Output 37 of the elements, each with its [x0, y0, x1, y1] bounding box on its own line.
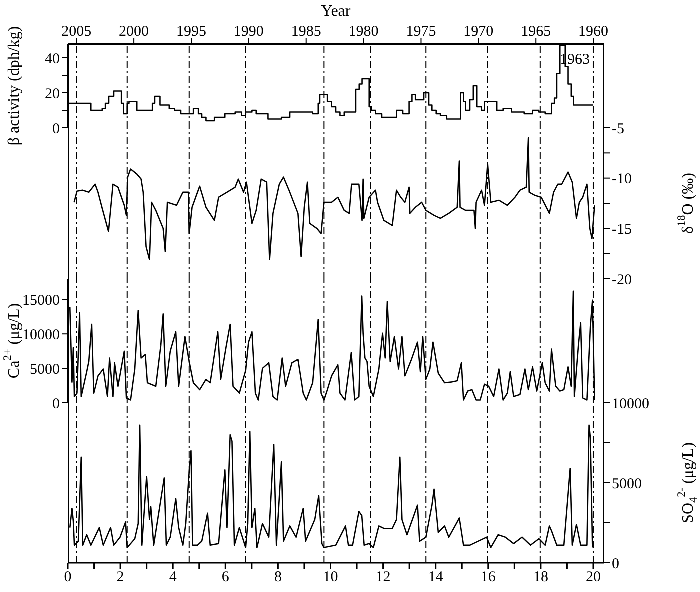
- x-tick-label: 20: [586, 570, 601, 586]
- x-tick-label: 6: [222, 570, 230, 586]
- y-tick-label: 40: [45, 51, 60, 68]
- y-tick-label: 20: [45, 86, 60, 102]
- y2-tick-label: -20: [612, 272, 632, 288]
- x2-tick-label: 1990: [234, 24, 264, 40]
- y2-tick-label: -10: [612, 172, 632, 188]
- y-axis-title: β activity (dph/kg): [6, 26, 22, 146]
- y-tick-label: 10000: [22, 327, 60, 344]
- x-tick-label: 18: [533, 570, 548, 586]
- y-tick-label: 0: [52, 396, 60, 412]
- x2-tick-label: 1960: [578, 24, 609, 40]
- x2-tick-label: 1975: [406, 24, 436, 40]
- x2-tick-label: 1980: [348, 24, 379, 40]
- x-tick-label: 0: [64, 570, 72, 586]
- y2-tick-label: -5: [612, 121, 624, 138]
- x2-tick-label: 1995: [176, 24, 206, 40]
- y2-tick-label: 0: [612, 556, 620, 572]
- y2-tick-label: 10000: [612, 396, 650, 412]
- x-tick-label: 10: [323, 570, 338, 586]
- x-tick-label: 12: [376, 570, 391, 586]
- y-tick-label: 0: [52, 121, 60, 138]
- x2-axis-title: Year: [321, 2, 352, 20]
- y-tick-label: 15000: [22, 292, 60, 309]
- x-tick-label: 14: [428, 570, 444, 586]
- x2-tick-label: 2000: [119, 24, 150, 40]
- x2-tick-label: 1965: [521, 24, 552, 40]
- x-tick-label: 4: [169, 570, 178, 586]
- y-tick-label: 5000: [30, 362, 60, 378]
- x-tick-label: 2: [116, 570, 124, 586]
- x-tick-label: 16: [480, 570, 496, 586]
- x2-tick-label: 2005: [62, 24, 92, 40]
- y2-tick-label: 5000: [612, 476, 642, 492]
- y2-tick-label: -15: [612, 222, 632, 238]
- x2-tick-label: 1970: [464, 24, 494, 40]
- x-tick-label: 8: [274, 570, 282, 586]
- x2-tick-label: 1985: [291, 24, 322, 40]
